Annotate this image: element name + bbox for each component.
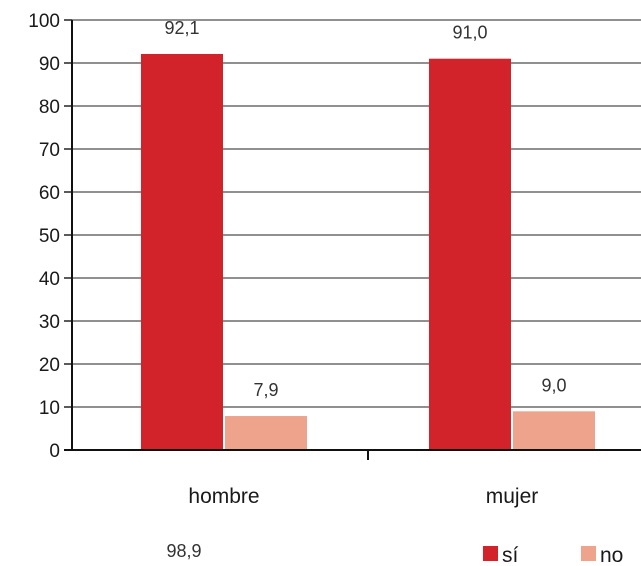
data-label: 7,9 [253, 380, 278, 400]
y-tick-label: 20 [39, 355, 60, 376]
data-label: 91,0 [452, 23, 487, 43]
bar-no-mujer [513, 411, 595, 450]
y-tick-label: 50 [39, 226, 60, 247]
legend-swatch-no [581, 546, 596, 561]
legend-label-no: no [600, 544, 623, 566]
y-tick-label: 70 [39, 140, 60, 161]
y-tick-label: 30 [39, 312, 60, 333]
x-category-label: mujer [486, 485, 539, 508]
data-label: 9,0 [541, 375, 566, 395]
bar-si-mujer [429, 58, 511, 450]
data-label: 92,1 [164, 18, 199, 38]
legend-label-si: sí [502, 544, 519, 566]
y-tick-label: 0 [49, 441, 60, 462]
legend-swatch-si [483, 546, 498, 561]
bar-no-hombre [225, 416, 307, 450]
bar-si-hombre [141, 53, 223, 450]
x-category-label: hombre [188, 485, 259, 508]
y-tick-label: 40 [39, 269, 60, 290]
footnote-value: 98,9 [166, 541, 201, 561]
y-tick-label: 90 [39, 54, 60, 75]
y-tick-label: 60 [39, 183, 60, 204]
y-tick-label: 100 [28, 11, 60, 32]
y-tick-label: 80 [39, 97, 60, 118]
y-tick-label: 10 [39, 398, 60, 419]
